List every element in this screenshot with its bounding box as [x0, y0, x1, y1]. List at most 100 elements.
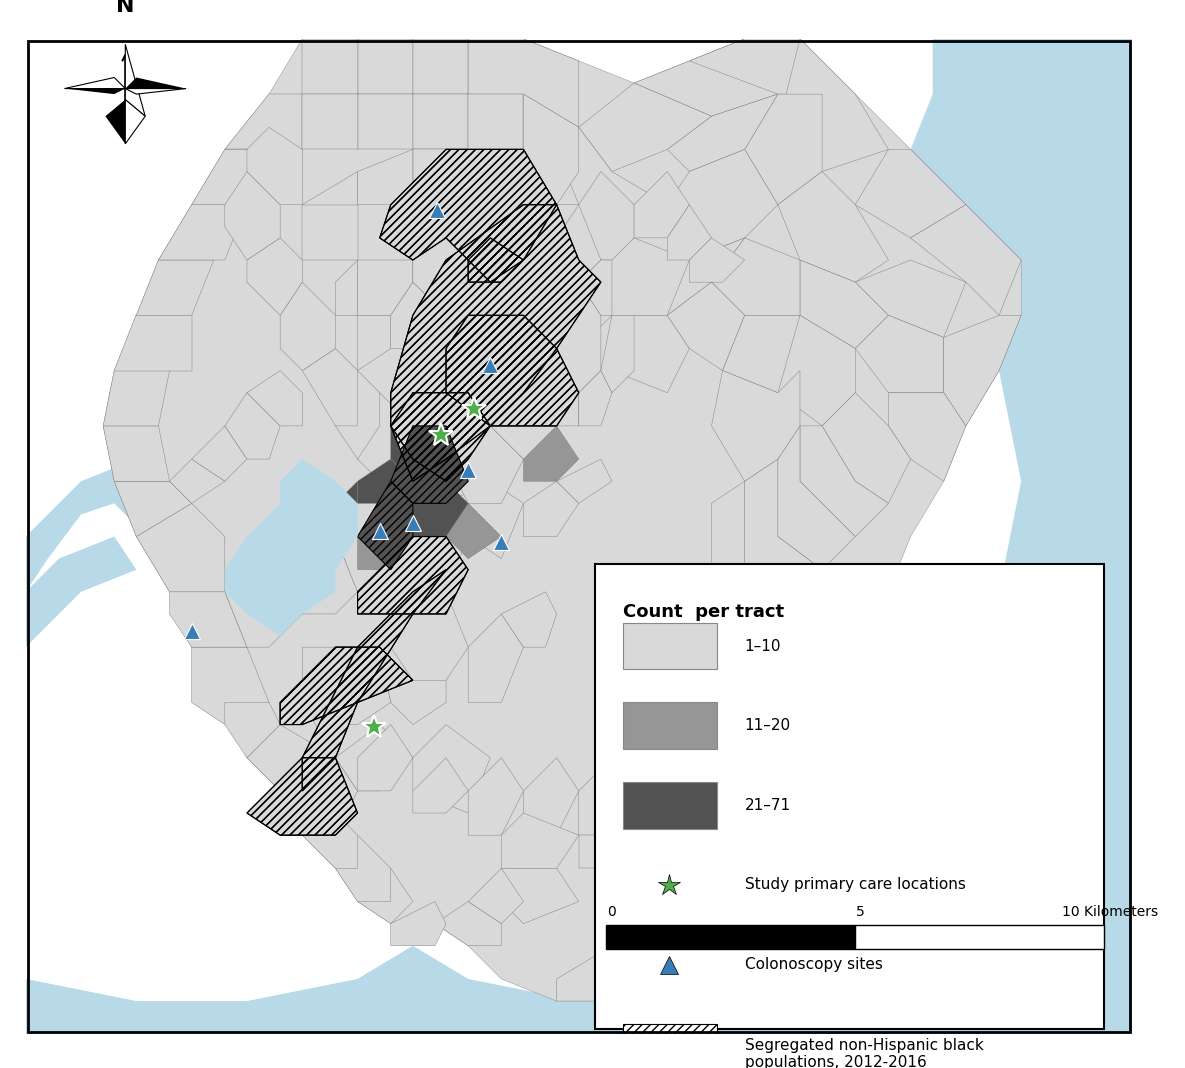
- Polygon shape: [225, 459, 358, 637]
- Text: 5: 5: [857, 906, 865, 920]
- Polygon shape: [524, 371, 578, 426]
- Polygon shape: [225, 569, 302, 647]
- Polygon shape: [246, 238, 302, 315]
- Polygon shape: [557, 946, 634, 1001]
- Polygon shape: [302, 813, 358, 868]
- Polygon shape: [667, 282, 744, 371]
- Polygon shape: [744, 94, 822, 205]
- Polygon shape: [26, 536, 136, 647]
- Polygon shape: [302, 647, 358, 724]
- Polygon shape: [545, 205, 634, 260]
- Polygon shape: [501, 592, 557, 647]
- Text: Count  per tract: Count per tract: [623, 602, 784, 621]
- Polygon shape: [391, 205, 601, 482]
- Polygon shape: [335, 482, 358, 536]
- Polygon shape: [358, 260, 412, 315]
- Polygon shape: [126, 89, 186, 94]
- Polygon shape: [777, 315, 856, 426]
- Polygon shape: [358, 503, 412, 569]
- FancyBboxPatch shape: [623, 703, 717, 749]
- Polygon shape: [667, 205, 711, 260]
- Polygon shape: [690, 757, 744, 835]
- Polygon shape: [501, 205, 557, 282]
- Polygon shape: [634, 238, 744, 315]
- Polygon shape: [358, 868, 412, 924]
- Polygon shape: [468, 38, 578, 127]
- Text: Study primary care locations: Study primary care locations: [744, 878, 966, 893]
- Polygon shape: [999, 38, 1132, 1034]
- Polygon shape: [524, 757, 578, 835]
- Polygon shape: [611, 315, 690, 393]
- Polygon shape: [468, 94, 524, 150]
- Polygon shape: [358, 38, 412, 94]
- Polygon shape: [136, 260, 213, 315]
- Polygon shape: [379, 459, 446, 536]
- Polygon shape: [491, 226, 611, 348]
- Polygon shape: [379, 150, 557, 282]
- Polygon shape: [114, 315, 192, 371]
- Polygon shape: [225, 703, 280, 757]
- Polygon shape: [280, 757, 358, 835]
- Polygon shape: [192, 647, 269, 724]
- Polygon shape: [302, 680, 358, 757]
- Polygon shape: [468, 868, 524, 924]
- Polygon shape: [578, 260, 611, 315]
- Polygon shape: [302, 38, 358, 94]
- Polygon shape: [557, 205, 601, 282]
- Polygon shape: [192, 150, 269, 205]
- Polygon shape: [412, 205, 468, 260]
- Polygon shape: [302, 569, 446, 791]
- Polygon shape: [943, 315, 1021, 426]
- Polygon shape: [690, 38, 822, 94]
- Polygon shape: [192, 426, 246, 482]
- Polygon shape: [335, 647, 391, 724]
- Polygon shape: [601, 315, 634, 393]
- Polygon shape: [246, 127, 302, 205]
- Polygon shape: [557, 282, 601, 393]
- Polygon shape: [64, 78, 126, 89]
- Text: 21–71: 21–71: [744, 798, 790, 813]
- Polygon shape: [446, 282, 491, 348]
- Polygon shape: [126, 45, 146, 116]
- Polygon shape: [391, 393, 491, 482]
- Polygon shape: [280, 536, 358, 614]
- Polygon shape: [777, 38, 889, 172]
- Polygon shape: [358, 393, 412, 482]
- Polygon shape: [358, 482, 412, 569]
- Polygon shape: [335, 260, 358, 315]
- Polygon shape: [501, 813, 578, 868]
- Polygon shape: [391, 282, 446, 348]
- Polygon shape: [136, 503, 225, 592]
- Polygon shape: [225, 393, 280, 459]
- Polygon shape: [711, 482, 777, 647]
- Polygon shape: [159, 205, 246, 260]
- Polygon shape: [302, 348, 358, 426]
- Polygon shape: [412, 150, 468, 205]
- Polygon shape: [412, 724, 491, 813]
- Polygon shape: [446, 426, 524, 503]
- Polygon shape: [435, 901, 501, 946]
- Polygon shape: [358, 536, 468, 614]
- Polygon shape: [800, 260, 889, 348]
- Polygon shape: [856, 260, 966, 337]
- Polygon shape: [491, 282, 557, 348]
- Polygon shape: [777, 426, 856, 569]
- Polygon shape: [822, 393, 910, 503]
- Polygon shape: [302, 172, 358, 238]
- Polygon shape: [169, 459, 225, 503]
- Text: 11–20: 11–20: [744, 718, 790, 733]
- Polygon shape: [358, 459, 412, 503]
- Polygon shape: [501, 868, 578, 924]
- Polygon shape: [64, 89, 126, 94]
- Polygon shape: [412, 238, 468, 315]
- Text: 1–10: 1–10: [744, 639, 781, 654]
- Polygon shape: [723, 315, 800, 393]
- Polygon shape: [578, 172, 634, 260]
- Polygon shape: [302, 94, 358, 150]
- Polygon shape: [105, 99, 126, 144]
- Polygon shape: [468, 172, 524, 238]
- Text: N: N: [116, 0, 135, 16]
- FancyBboxPatch shape: [623, 1023, 717, 1068]
- Polygon shape: [446, 482, 524, 559]
- Polygon shape: [690, 238, 744, 282]
